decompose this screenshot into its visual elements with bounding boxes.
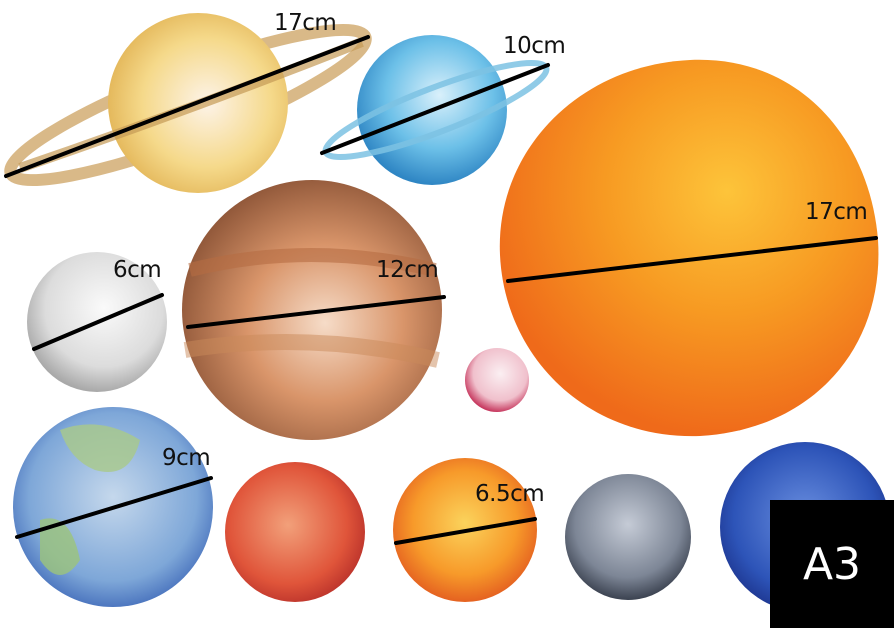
saturn-size-label: 17cm (274, 10, 337, 36)
sun-measure-line (506, 236, 878, 283)
paper-size-badge: A3 (770, 500, 894, 628)
mercury (565, 474, 691, 600)
earth-size-label: 9cm (162, 445, 211, 471)
saturn-measure-line (4, 35, 370, 178)
uranus-size-label: 10cm (503, 33, 566, 59)
jupiter-size-label: 12cm (376, 257, 439, 283)
uranus-measure-line (320, 63, 550, 155)
venus-size-label: 6.5cm (475, 481, 545, 507)
venus-measure-line (394, 517, 537, 545)
sun-size-label: 17cm (805, 199, 868, 225)
measure-lines (4, 35, 878, 545)
earth-measure-line (15, 476, 213, 539)
jupiter (182, 180, 442, 440)
small-pink-planet (465, 348, 529, 412)
sun (499, 59, 879, 437)
moon-measure-line (32, 293, 164, 351)
mars (225, 462, 365, 602)
moon-size-label: 6cm (113, 257, 162, 283)
jupiter-measure-line (186, 295, 446, 329)
